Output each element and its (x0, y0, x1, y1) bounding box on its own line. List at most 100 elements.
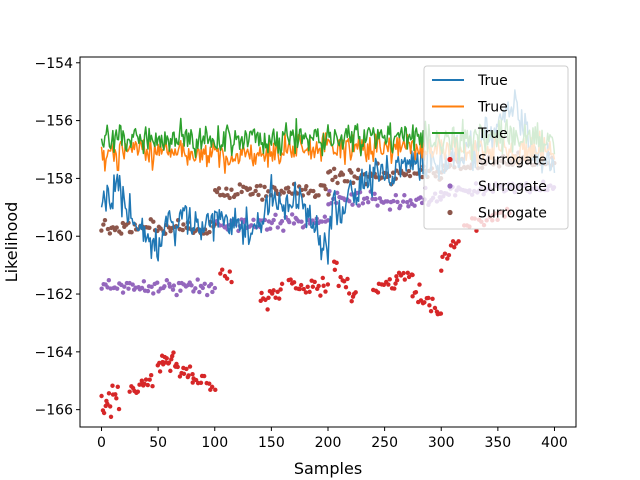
data-point (402, 193, 407, 198)
y-tick-label: −160 (35, 229, 73, 245)
data-point (448, 243, 454, 248)
data-point (349, 170, 354, 175)
y-axis: −166 −164 −162 −160 −158 −156 −154 (35, 56, 80, 419)
data-point (216, 186, 222, 191)
data-point (189, 283, 194, 288)
data-point (394, 277, 400, 283)
data-point (301, 286, 306, 292)
data-point (181, 222, 186, 227)
data-point (405, 199, 410, 205)
data-point (316, 193, 321, 198)
y-tick-label: −166 (35, 403, 74, 419)
data-point (445, 256, 450, 261)
data-point (372, 191, 377, 197)
data-point (101, 222, 106, 227)
data-point (387, 207, 393, 212)
data-point (375, 203, 380, 208)
data-point (126, 286, 131, 291)
data-point (168, 228, 173, 234)
data-point (158, 226, 163, 231)
data-point (322, 214, 328, 219)
data-point (335, 190, 340, 196)
data-point (120, 290, 126, 295)
data-point (311, 188, 316, 194)
data-point (107, 404, 113, 409)
data-point (360, 201, 366, 206)
data-point (147, 377, 152, 382)
data-point (114, 225, 119, 230)
data-point (450, 239, 456, 244)
data-point (438, 311, 444, 316)
data-point (102, 218, 108, 223)
data-point (254, 184, 260, 189)
data-point (332, 267, 338, 273)
data-point (442, 251, 448, 256)
data-point (229, 279, 234, 285)
data-point (275, 225, 280, 230)
data-point (316, 283, 321, 289)
data-point (227, 195, 232, 201)
data-point (151, 291, 156, 296)
data-point (297, 286, 302, 292)
data-point (139, 378, 145, 383)
data-point (304, 184, 309, 189)
data-point (285, 185, 291, 190)
data-point (120, 220, 126, 226)
data-point (312, 279, 317, 285)
data-point (273, 212, 278, 218)
legend-label: Surrogate (478, 153, 547, 169)
data-point (149, 284, 154, 290)
data-point (101, 410, 107, 416)
data-point (291, 221, 297, 226)
data-point (446, 252, 452, 258)
data-point (197, 289, 202, 295)
series-surrogate-points (99, 206, 512, 419)
data-point (190, 380, 195, 385)
data-point (105, 401, 110, 407)
data-point (142, 381, 147, 387)
data-point (338, 274, 343, 280)
data-point (403, 172, 409, 177)
data-point (162, 284, 167, 289)
data-point (401, 270, 406, 276)
data-point (299, 219, 304, 224)
data-point (273, 295, 278, 300)
y-axis-title: Likelihood (2, 202, 21, 283)
data-point (147, 225, 152, 230)
data-point (400, 199, 406, 204)
data-point (237, 182, 243, 187)
data-point (325, 282, 331, 287)
data-point (201, 231, 206, 236)
data-point (474, 228, 479, 233)
data-point (428, 308, 434, 314)
data-point (214, 189, 220, 195)
data-point (420, 174, 425, 180)
data-point (334, 260, 339, 266)
data-point (405, 270, 410, 276)
data-point (390, 170, 396, 175)
data-point (392, 286, 397, 291)
data-point (171, 350, 176, 355)
data-point (342, 279, 347, 284)
data-point (356, 203, 361, 208)
data-point (281, 190, 286, 195)
x-tick-label: 400 (541, 435, 568, 451)
data-point (323, 289, 328, 294)
data-point (200, 285, 205, 291)
data-point (195, 277, 200, 282)
data-point (170, 353, 175, 359)
data-point (266, 295, 271, 300)
data-point (110, 383, 115, 388)
data-point (251, 217, 256, 222)
data-point (417, 282, 422, 287)
data-point (373, 196, 378, 202)
data-point (318, 293, 323, 298)
data-point (220, 267, 225, 272)
data-point (440, 254, 445, 259)
data-point (207, 229, 212, 235)
data-point (116, 406, 122, 412)
data-point (127, 389, 132, 394)
data-point (279, 219, 285, 224)
x-tick-label: 50 (149, 435, 167, 451)
data-point (326, 192, 331, 197)
